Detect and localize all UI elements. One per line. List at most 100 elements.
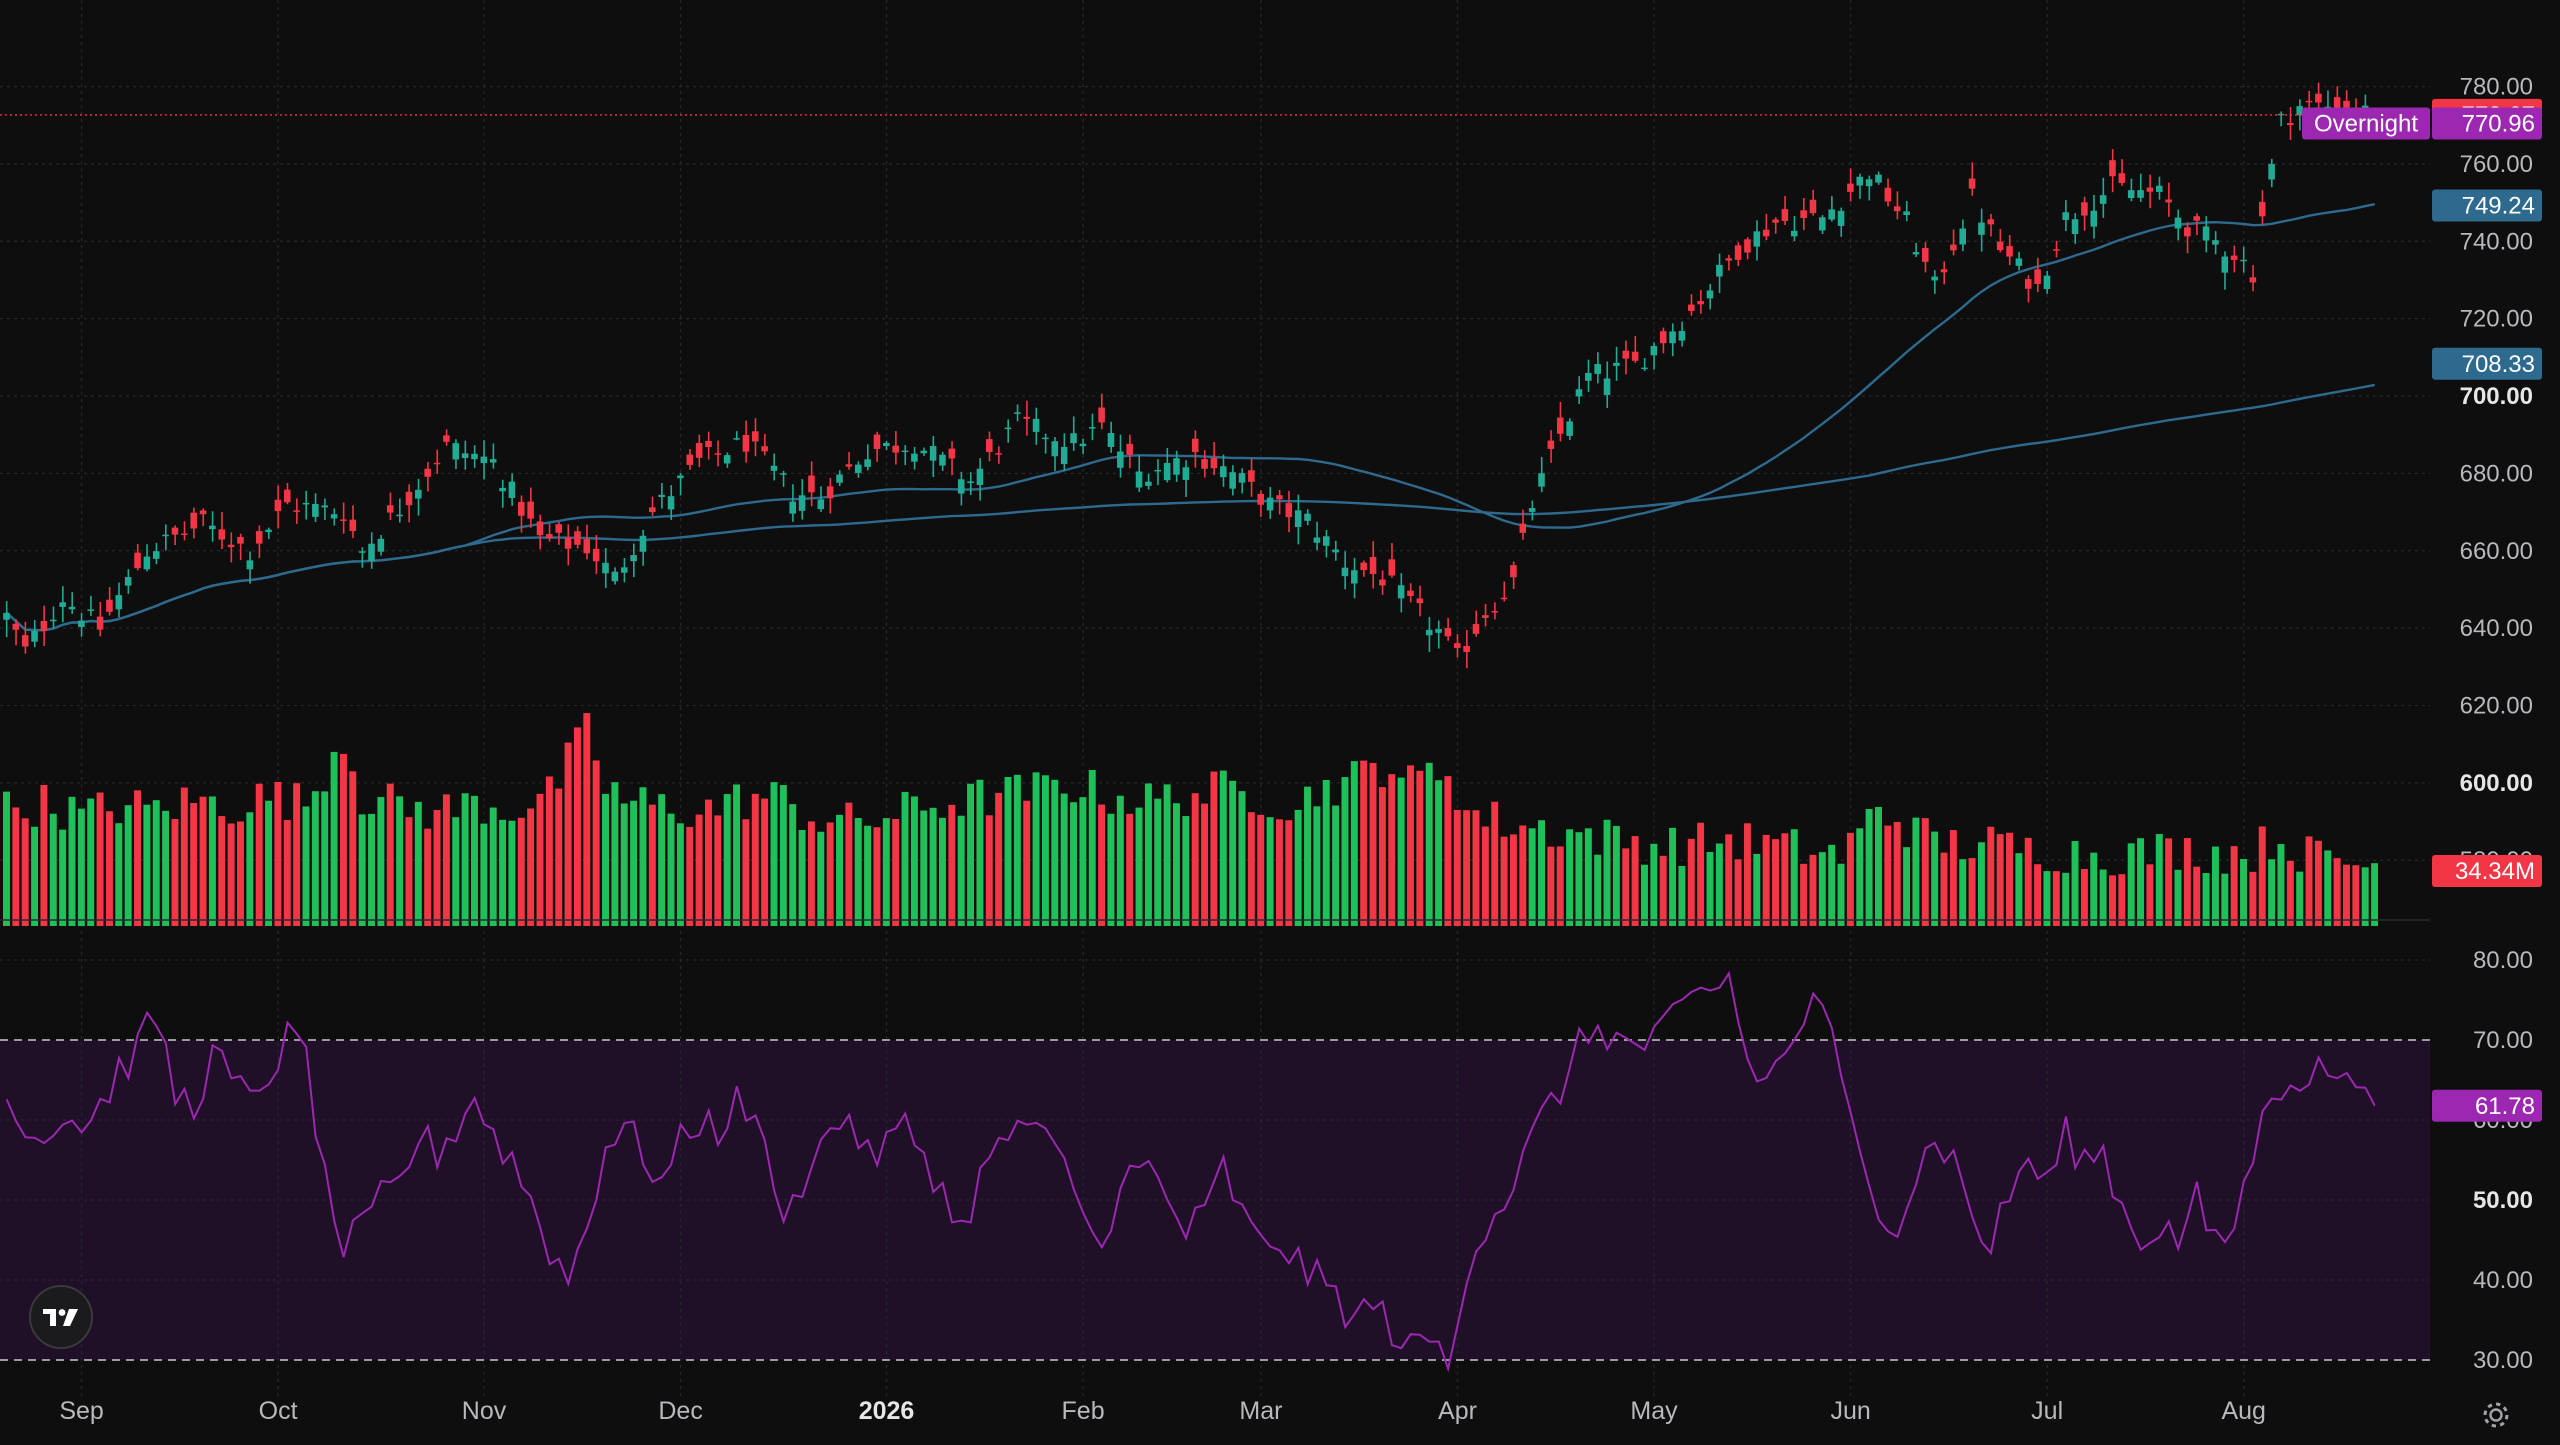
volume-bar [1491, 801, 1499, 926]
volume-bar [424, 828, 432, 926]
candle-body [1744, 239, 1751, 253]
candle-body [1360, 562, 1367, 571]
candle-body [265, 529, 272, 533]
candle-body [40, 621, 48, 632]
x-axis-label: Nov [462, 1397, 507, 1425]
volume-bar [545, 776, 553, 926]
candle-body [1023, 416, 1030, 419]
candle-body [1004, 427, 1012, 430]
candle-body [31, 630, 38, 642]
candle-body [976, 468, 984, 486]
candle-body [1135, 471, 1143, 488]
volume-bar [199, 796, 207, 926]
volume-bar [489, 807, 497, 926]
candle-body [480, 456, 488, 464]
candle-body [1659, 331, 1667, 344]
volume-bar [1182, 816, 1190, 926]
rsi-tag: 61.78 [2475, 1093, 2535, 1120]
settings-gear-icon[interactable] [2474, 1393, 2518, 1437]
candle-body [1257, 493, 1264, 505]
candle-body [1968, 178, 1976, 189]
tradingview-logo[interactable] [29, 1285, 93, 1349]
candle-body [649, 507, 656, 513]
candle-body [883, 442, 890, 447]
volume-bar [1070, 802, 1077, 926]
candle-body [1922, 247, 1929, 262]
volume-bar [1669, 827, 1677, 926]
volume-tag: 34.34M [2455, 858, 2535, 885]
volume-bar [1996, 834, 2004, 926]
volume-bar [414, 801, 422, 926]
candle-body [12, 623, 20, 630]
candle-body [761, 446, 768, 452]
volume-bar [480, 823, 488, 926]
candle-body [2034, 269, 2041, 284]
volume-bar [1790, 829, 1798, 926]
candle-body [1397, 585, 1405, 599]
candle-body [2174, 217, 2182, 229]
volume-bar [3, 791, 10, 926]
volume-bar [508, 820, 516, 926]
candle-body [1154, 469, 1162, 472]
volume-bar [2249, 871, 2257, 926]
volume-bar [882, 818, 890, 926]
volume-bar [620, 803, 628, 926]
candle-body [1220, 466, 1227, 478]
candle-body [1631, 351, 1639, 361]
candle-body [845, 464, 853, 467]
volume-bar [929, 807, 937, 926]
rsi-pane [0, 970, 2430, 1373]
candle-body [1369, 556, 1377, 575]
candle-body [602, 562, 609, 574]
candle-body [1163, 462, 1171, 481]
x-axis-label: Apr [1438, 1397, 1477, 1425]
volume-bar [2361, 867, 2369, 926]
volume-bar [976, 779, 984, 926]
volume-bar [573, 727, 581, 926]
volume-bar [667, 813, 675, 926]
volume-bar [1940, 852, 1948, 926]
volume-bar [1697, 822, 1705, 926]
candle-body [2146, 187, 2154, 192]
volume-bar [1631, 836, 1639, 926]
candle-body [1500, 597, 1508, 600]
candle-body [723, 455, 731, 464]
overnight-value: 770.96 [2462, 111, 2535, 138]
candle-body [3, 612, 10, 620]
candle-body [1482, 615, 1489, 618]
candle-body [1070, 433, 1077, 444]
price-tick-label: 740.00 [2460, 228, 2533, 255]
candle-body [2258, 201, 2266, 217]
volume-bar [1472, 810, 1480, 926]
volume-bar [1528, 828, 1536, 926]
candle-body [1697, 301, 1704, 305]
volume-bar [171, 819, 179, 926]
volume-bar [1921, 818, 1929, 926]
volume-bar [1566, 829, 1574, 926]
volume-bar [2277, 844, 2285, 926]
candle-body [508, 481, 516, 498]
volume-bar [1912, 817, 1920, 926]
candle-body [770, 465, 778, 471]
volume-bar [2343, 864, 2350, 926]
x-axis-label: Jun [1830, 1397, 1870, 1425]
candle-body [555, 524, 562, 533]
rsi-tick-label: 70.00 [2473, 1027, 2533, 1054]
volume-bar [1949, 830, 1957, 926]
price-tick-label: 720.00 [2460, 306, 2533, 333]
volume-bar [2080, 868, 2088, 926]
volume-bar [592, 760, 600, 926]
candle-body [499, 487, 506, 492]
candle-body [1613, 362, 1620, 366]
candle-body [574, 531, 581, 545]
candle-body [415, 489, 422, 499]
candle-body [433, 462, 441, 465]
candle-body [190, 512, 197, 529]
candle-body [1772, 219, 1779, 223]
volume-bar [1659, 855, 1667, 926]
candle-body [1566, 421, 1573, 436]
volume-bar [1257, 814, 1265, 926]
volume-bar [1369, 762, 1377, 926]
candle-body [171, 527, 179, 535]
